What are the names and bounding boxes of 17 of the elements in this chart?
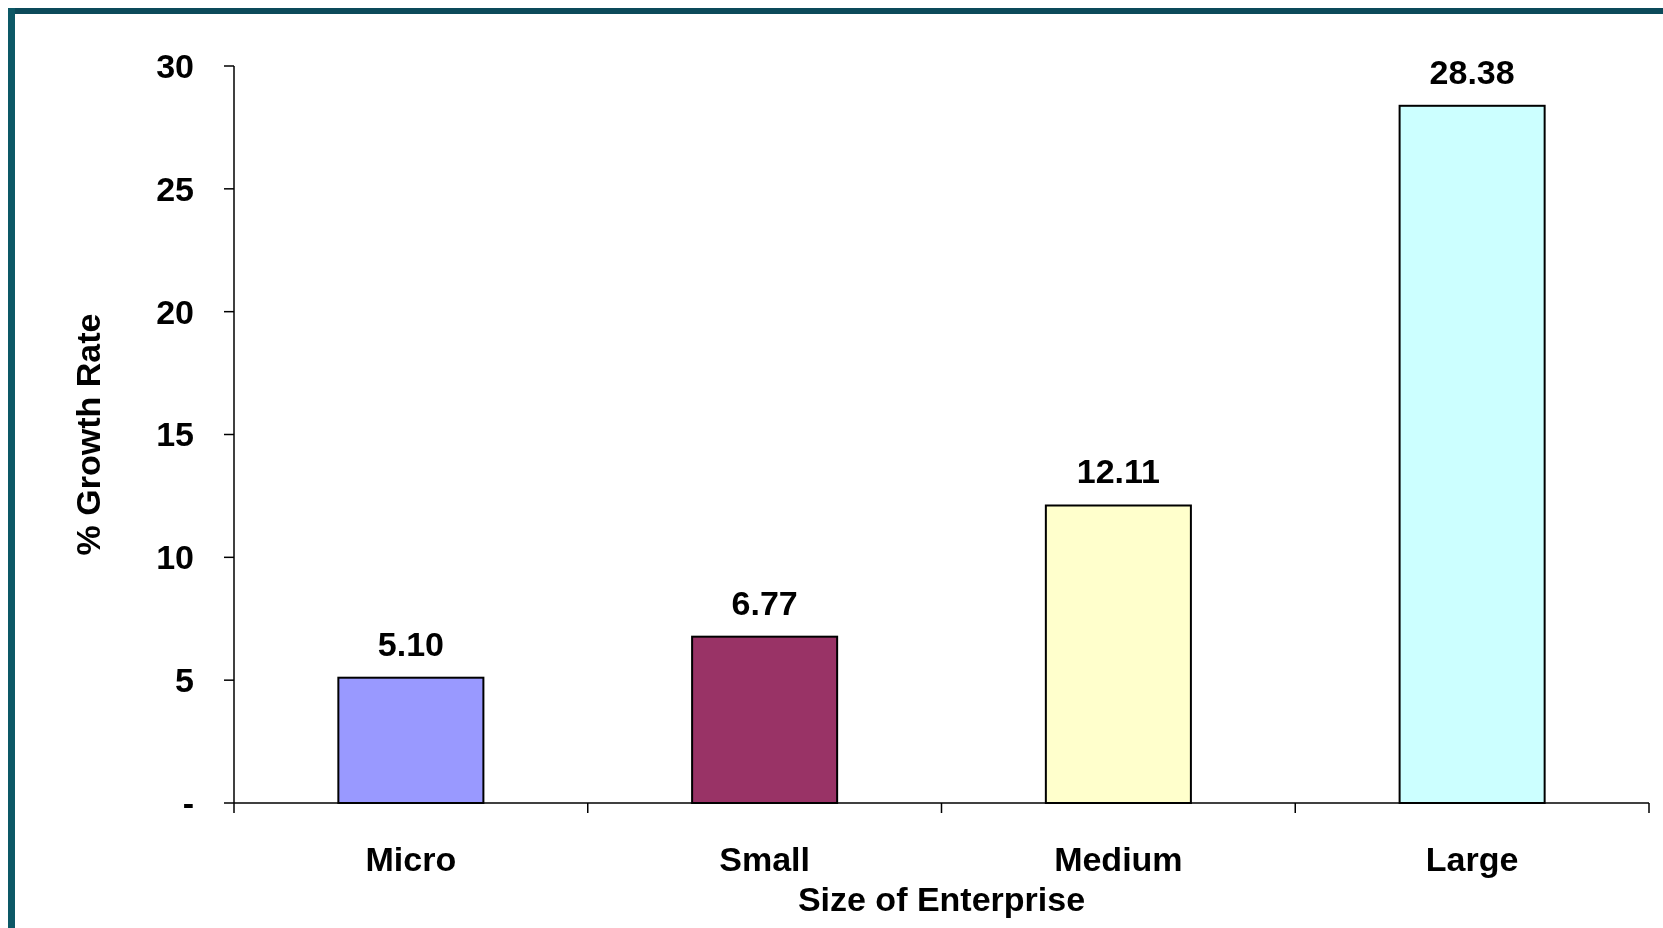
data-label: 12.11	[1076, 452, 1160, 491]
x-axis-title: Size of Enterprise	[797, 880, 1086, 918]
y-tick-label: 10	[156, 538, 194, 577]
data-label: 28.38	[1429, 52, 1515, 91]
y-axis-title: % Growth Rate	[69, 313, 107, 556]
y-tick-label: 5	[175, 661, 194, 700]
y-tick-label: -	[182, 783, 194, 822]
y-tick-label: 30	[156, 46, 194, 85]
y-tick-label: 15	[156, 415, 194, 454]
y-tick-label: 20	[156, 292, 194, 331]
x-tick-label: Small	[719, 840, 810, 878]
x-tick-label: Micro	[365, 840, 457, 878]
data-label: 6.77	[731, 583, 798, 622]
y-tick-label: 25	[156, 169, 194, 208]
data-label: 5.10	[377, 624, 444, 663]
x-tick-label: Large	[1425, 840, 1519, 878]
x-tick-label: Medium	[1054, 840, 1183, 878]
